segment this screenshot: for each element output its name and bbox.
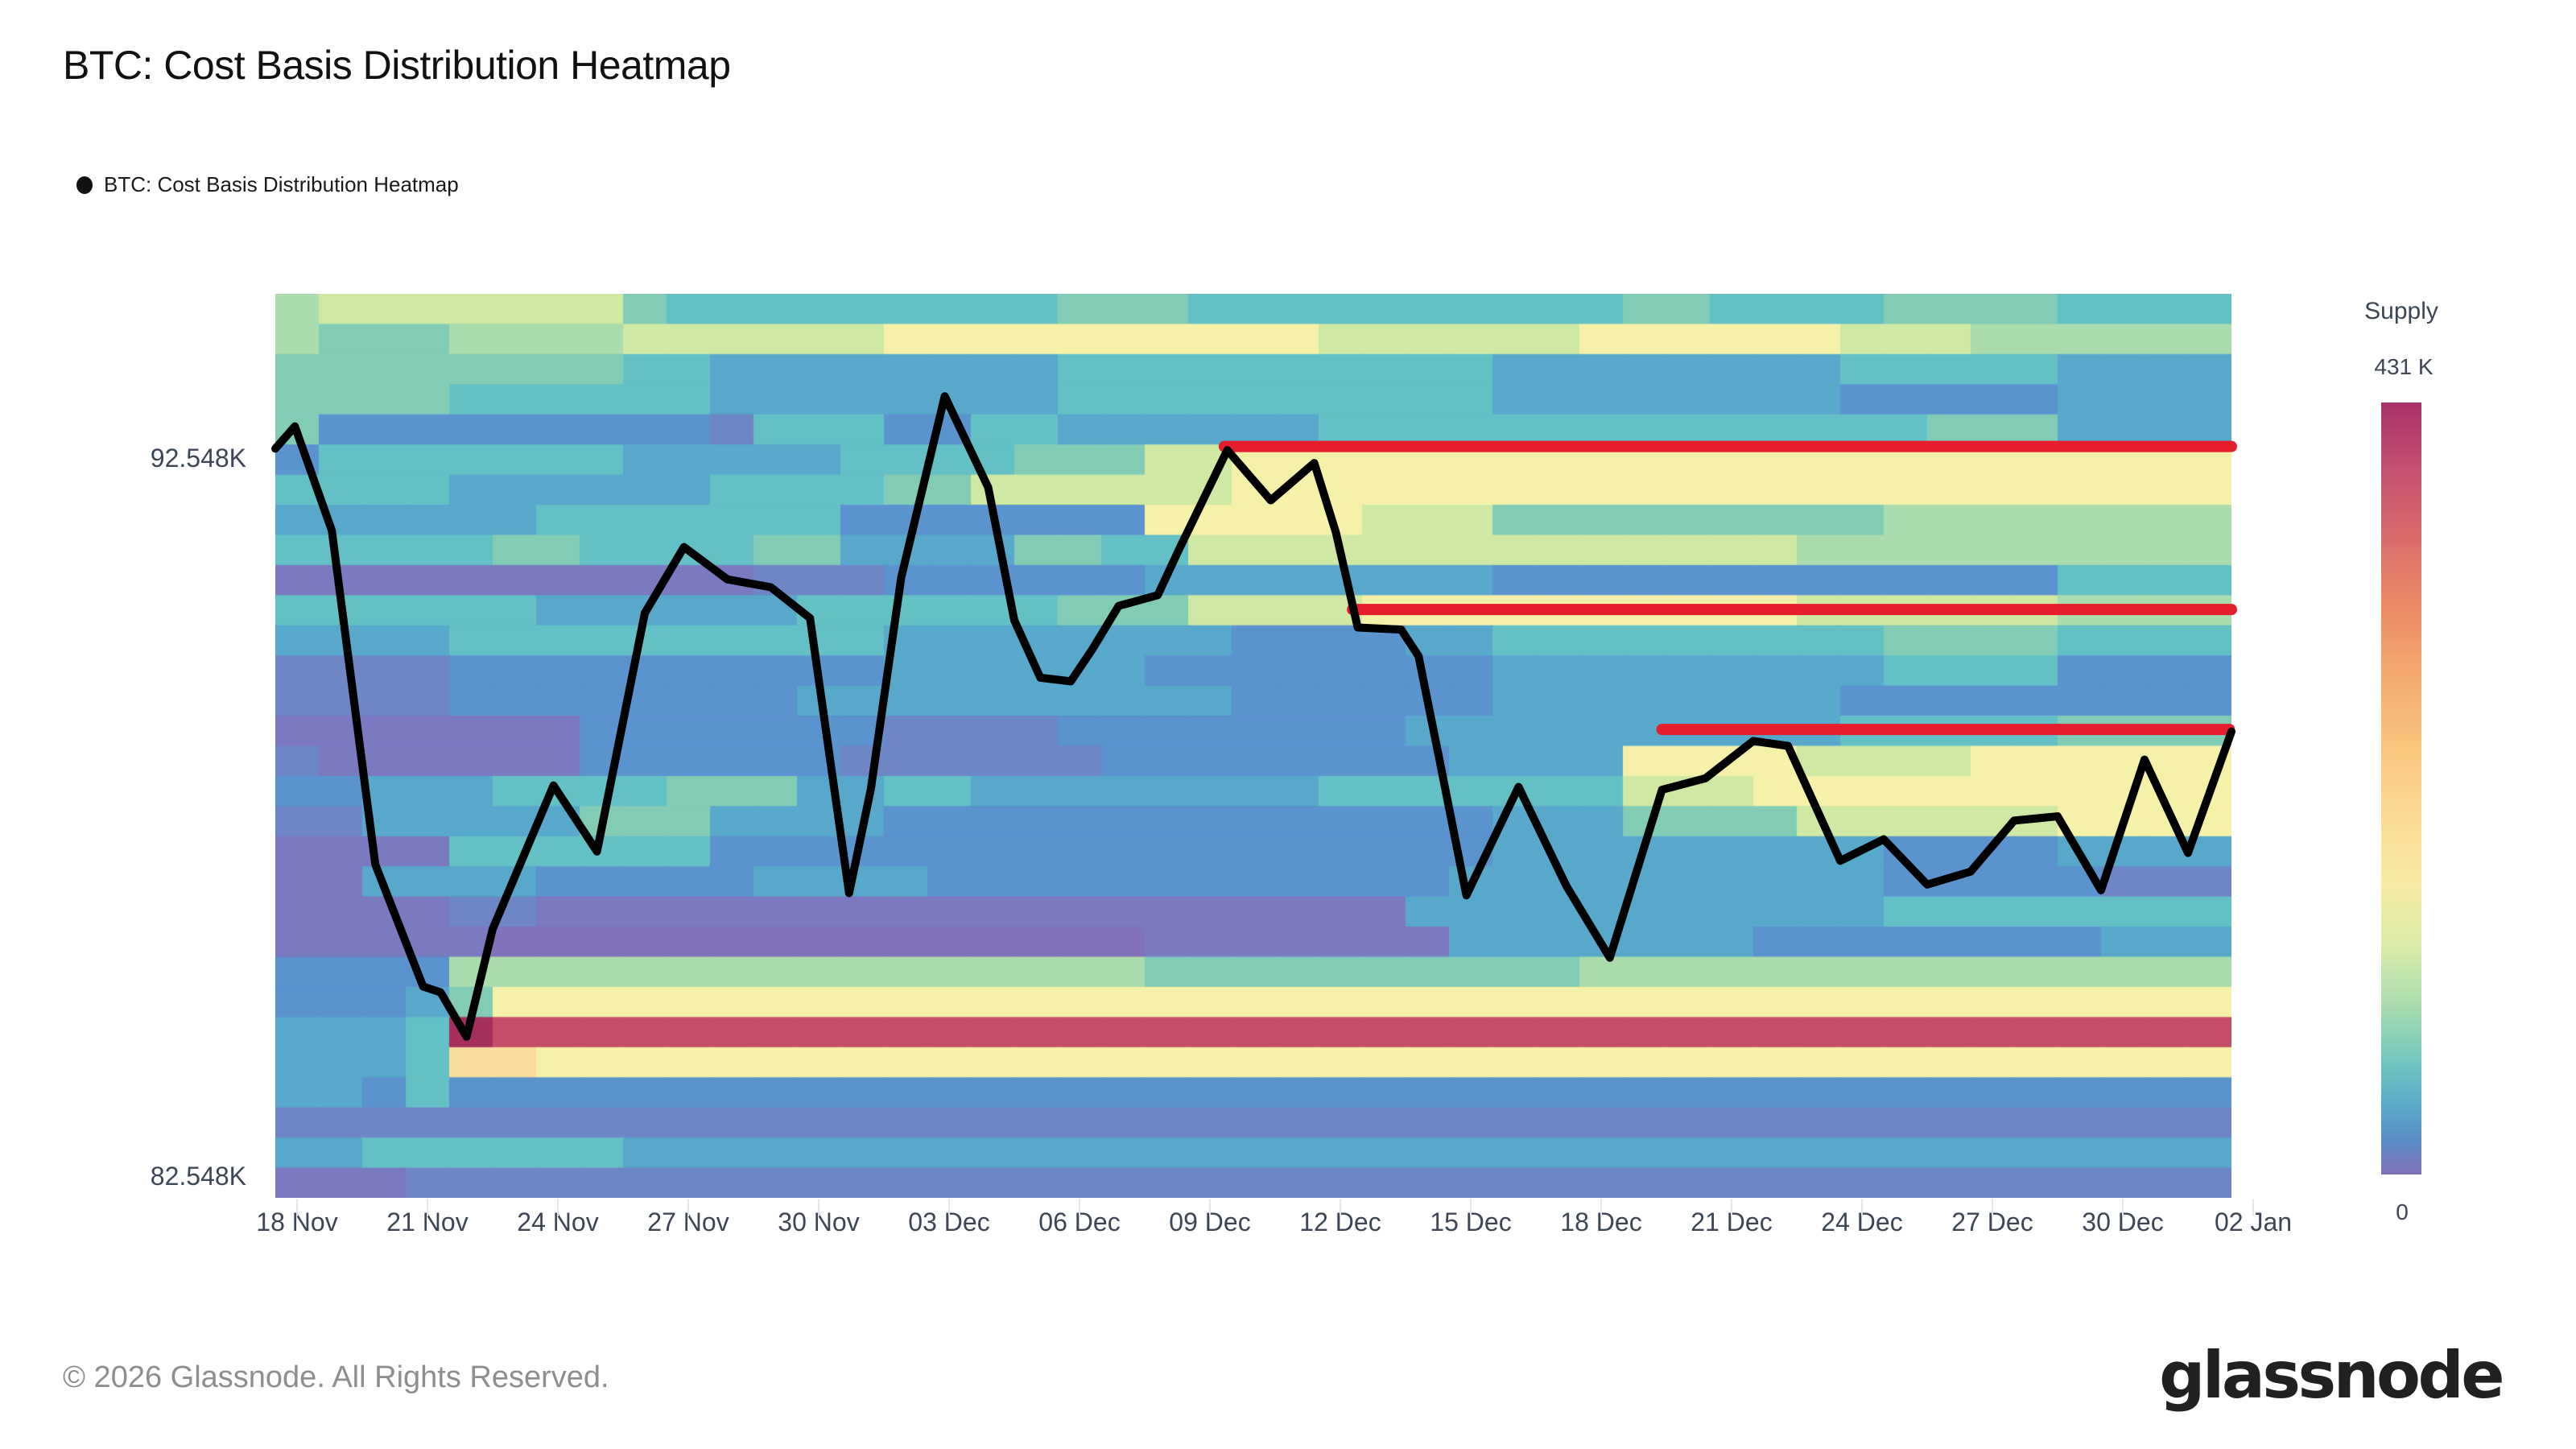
footer-copyright: © 2026 Glassnode. All Rights Reserved. [63,1360,609,1394]
x-axis-label: 30 Nov [778,1208,860,1236]
x-axis-label: 02 Jan [2214,1208,2293,1236]
colorbar-min-label: 0 [2396,1199,2409,1224]
x-axis-label: 09 Dec [1169,1208,1251,1236]
x-axis-label: 06 Dec [1038,1208,1121,1236]
y-axis-label-bottom: 82.548K [150,1162,246,1191]
x-axis-label: 27 Dec [1951,1208,2033,1236]
x-axis-label: 24 Nov [517,1208,599,1236]
x-axis-label: 27 Nov [647,1208,729,1236]
x-axis-label: 24 Dec [1821,1208,1903,1236]
page-title: BTC: Cost Basis Distribution Heatmap [63,43,731,88]
x-axis-label: 30 Dec [2082,1208,2164,1236]
x-axis-label: 18 Dec [1560,1208,1642,1236]
heatmap-canvas[interactable] [275,294,2231,1198]
x-axis-label: 21 Dec [1690,1208,1773,1236]
legend-dot-icon [76,175,93,194]
glassnode-logo: glassnode [2159,1338,2504,1413]
colorbar [2381,402,2421,1174]
x-axis-label: 03 Dec [908,1208,990,1236]
x-axis-label: 18 Nov [256,1208,338,1236]
x-axis-label: 12 Dec [1299,1208,1381,1236]
legend-item[interactable]: BTC: Cost Basis Distribution Heatmap [76,172,459,197]
y-axis-label-top: 92.548K [150,443,246,473]
legend-label: BTC: Cost Basis Distribution Heatmap [104,172,459,196]
x-axis-label: 21 Nov [386,1208,469,1236]
colorbar-title: Supply [2364,298,2438,324]
colorbar-max-label: 431 K [2374,354,2434,379]
x-axis-label: 15 Dec [1430,1208,1512,1236]
